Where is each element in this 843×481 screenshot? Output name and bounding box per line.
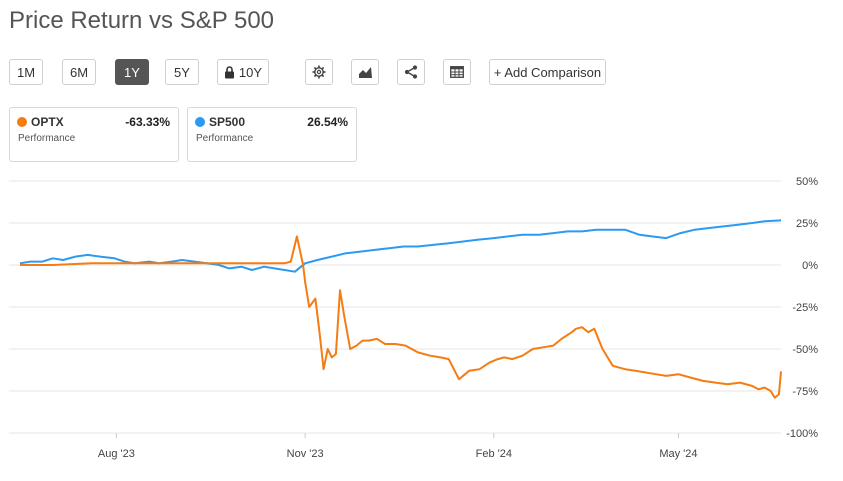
legend-value: 26.54%	[307, 115, 348, 129]
y-tick-label: -25%	[792, 302, 818, 314]
price-return-chart[interactable]: 50% 25% 0% -25% -50% -75% -100% Aug '23 Nov '23 F…	[0, 170, 843, 481]
legend-ticker: SP500	[209, 115, 246, 129]
y-tick-label: 50%	[796, 176, 818, 188]
legend-card-optx[interactable]: OPTX -63.33% Performance	[9, 107, 179, 162]
series-line-optx[interactable]	[20, 235, 782, 399]
x-tick-label: Nov '23	[287, 448, 324, 460]
legend-sub: Performance	[196, 133, 254, 144]
table-button[interactable]	[443, 59, 471, 85]
gear-icon	[312, 65, 326, 79]
y-tick-label: 0%	[802, 260, 818, 272]
y-tick-label: -50%	[792, 344, 818, 356]
range-button-6m[interactable]: 6M	[62, 59, 96, 85]
share-button[interactable]	[397, 59, 425, 85]
x-tick-label: Aug '23	[98, 448, 135, 460]
series-color-dot	[195, 117, 205, 127]
legend-ticker: OPTX	[31, 115, 64, 129]
range-button-1y[interactable]: 1Y	[115, 59, 149, 85]
x-tick-label: Feb '24	[476, 448, 512, 460]
chart-type-button[interactable]	[351, 59, 379, 85]
add-comparison-button[interactable]: + Add Comparison	[489, 59, 606, 85]
page-title: Price Return vs S&P 500	[9, 7, 275, 34]
range-label-10y: 10Y	[238, 64, 263, 80]
share-icon	[404, 65, 418, 79]
y-tick-label: -75%	[792, 386, 818, 398]
chart-type-icon	[358, 66, 373, 79]
lock-icon	[224, 65, 235, 79]
series-color-dot	[17, 117, 27, 127]
legend-sub: Performance	[18, 133, 76, 144]
y-tick-label: 25%	[796, 218, 818, 230]
settings-button[interactable]	[305, 59, 333, 85]
legend-card-sp500[interactable]: SP500 26.54% Performance	[187, 107, 357, 162]
table-icon	[450, 66, 464, 78]
range-button-10y[interactable]: 10Y	[217, 59, 269, 85]
y-tick-label: -100%	[786, 428, 818, 440]
range-button-5y[interactable]: 5Y	[165, 59, 199, 85]
legend-value: -63.33%	[125, 115, 170, 129]
x-tick-label: May '24	[659, 448, 697, 460]
range-button-1m[interactable]: 1M	[9, 59, 43, 85]
